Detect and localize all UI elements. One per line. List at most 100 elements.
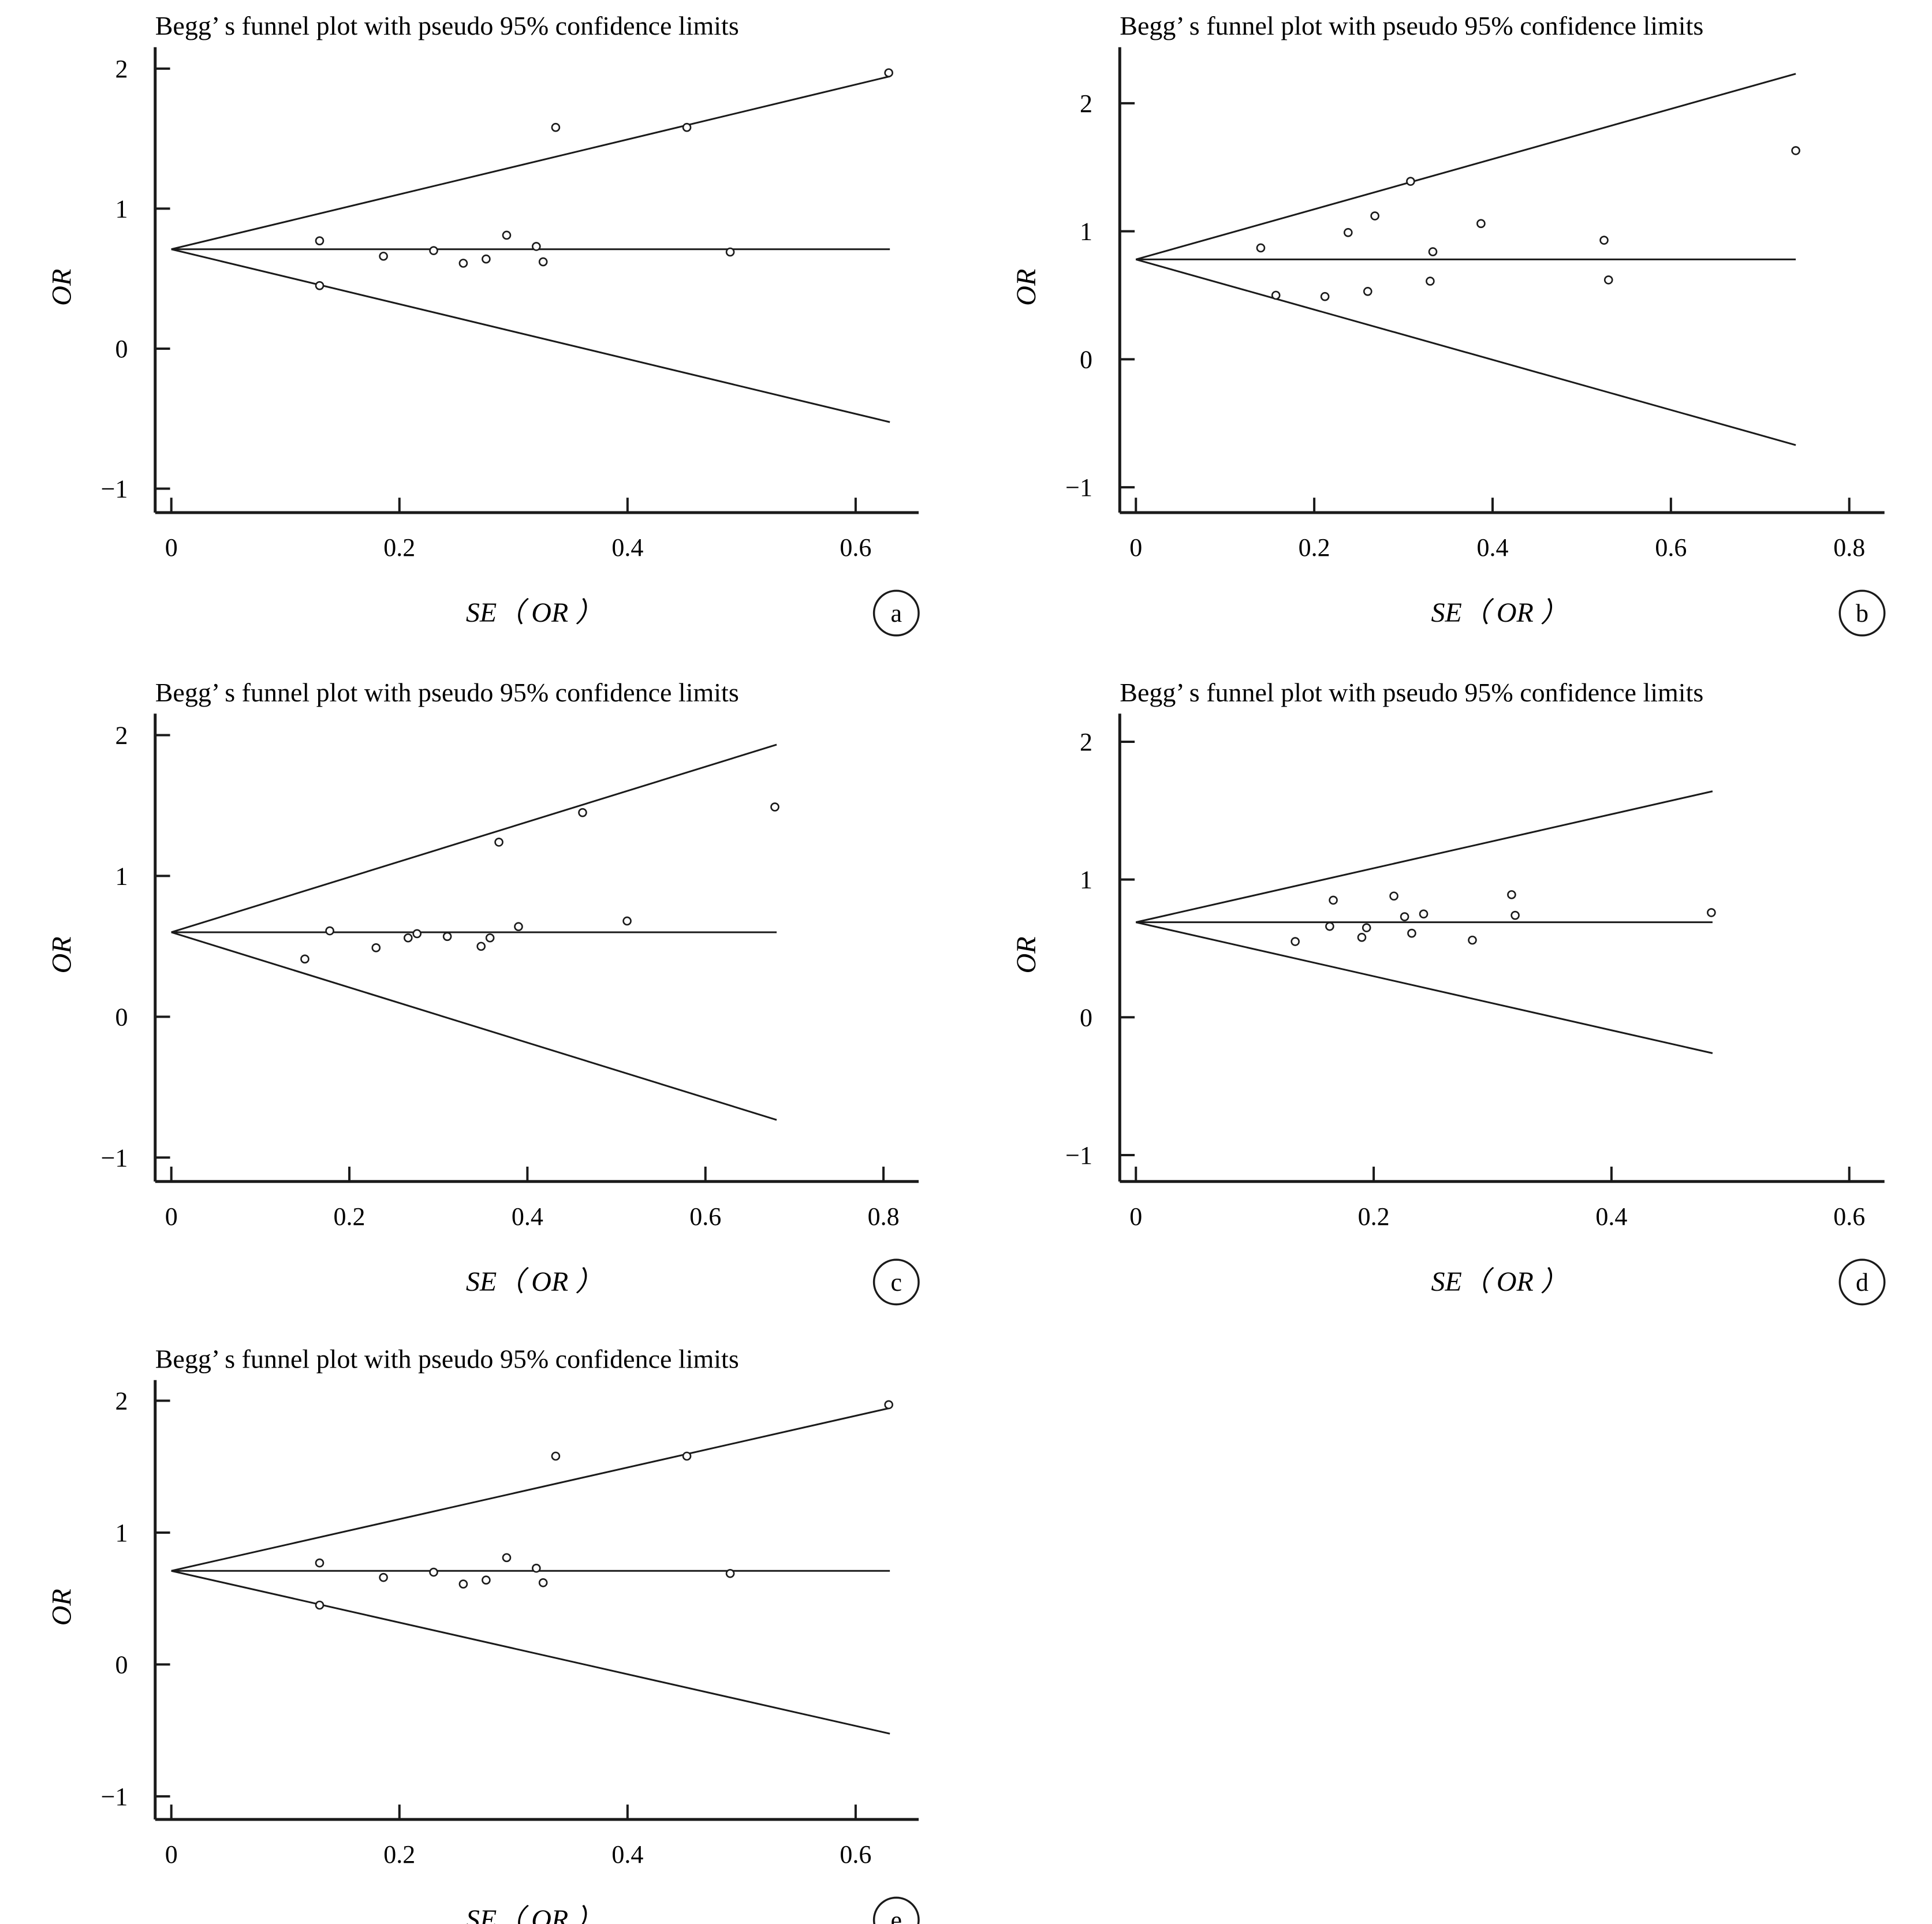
y-tick-label: −1: [101, 1144, 128, 1172]
study-point: [1468, 935, 1477, 945]
study-point: [403, 933, 413, 943]
study-point: [300, 954, 309, 964]
y-tick-label: −1: [101, 475, 128, 503]
lower-confidence-limit-line: [171, 248, 890, 423]
study-point: [1344, 228, 1353, 237]
y-tick-label: −1: [1065, 1141, 1092, 1170]
x-tick-label: 0.4: [512, 1202, 543, 1231]
lower-confidence-limit-line: [1135, 258, 1796, 446]
x-axis-label: SE（ OR ）: [1431, 597, 1568, 628]
study-point: [1406, 177, 1415, 186]
panel-a: Begg’ s funnel plot with pseudo 95% conf…: [47, 11, 920, 637]
chart-title: Begg’ s funnel plot with pseudo 95% conf…: [1120, 11, 1703, 40]
y-axis-label: OR: [47, 1589, 77, 1626]
y-tick-label: 2: [1080, 728, 1092, 756]
study-point: [551, 122, 561, 132]
study-point: [379, 252, 388, 261]
study-point: [538, 257, 548, 267]
study-point: [1389, 891, 1398, 901]
lower-confidence-limit-line: [171, 1570, 890, 1735]
x-axis-label: SE（ OR ）: [466, 597, 603, 628]
y-axis-label: OR: [1011, 269, 1042, 306]
x-tick-label: 0.2: [1358, 1202, 1390, 1231]
study-point: [315, 236, 325, 245]
study-point: [429, 246, 438, 255]
study-point: [412, 929, 422, 939]
x-tick-label: 0.2: [383, 533, 415, 562]
y-tick-label: −1: [1065, 473, 1092, 502]
y-tick-label: 0: [115, 1003, 128, 1031]
study-point: [458, 1579, 468, 1589]
study-point: [1507, 890, 1516, 899]
study-point: [531, 242, 541, 251]
y-tick-label: −1: [101, 1783, 128, 1811]
x-tick-label: 0.4: [1476, 533, 1508, 562]
y-tick-label: 2: [115, 55, 128, 83]
study-point: [379, 1572, 388, 1582]
y-tick-label: 0: [1080, 345, 1092, 373]
panel-letter-circle: [872, 589, 920, 637]
study-point: [1329, 895, 1338, 905]
x-tick-label: 0.6: [840, 1840, 871, 1869]
study-point: [1476, 219, 1486, 229]
study-point: [1707, 908, 1716, 917]
x-tick-label: 0.8: [1833, 533, 1865, 562]
panel-letter-circle: [1838, 1258, 1886, 1306]
study-point: [502, 1553, 512, 1563]
y-tick-label: 2: [1080, 89, 1092, 118]
chart-title: Begg’ s funnel plot with pseudo 95% conf…: [155, 678, 739, 707]
chart-title: Begg’ s funnel plot with pseudo 95% conf…: [155, 1344, 739, 1373]
chart-title: Begg’ s funnel plot with pseudo 95% conf…: [1120, 678, 1703, 707]
panel-c: Begg’ s funnel plot with pseudo 95% conf…: [47, 678, 920, 1306]
study-point: [1357, 933, 1367, 942]
upper-confidence-limit-line: [1135, 73, 1796, 260]
study-point: [1603, 275, 1613, 285]
y-axis-label: OR: [47, 936, 77, 973]
x-tick-label: 0.6: [840, 533, 871, 562]
study-point: [725, 1568, 735, 1578]
upper-confidence-limit-line: [171, 1407, 890, 1572]
panel-letter: a: [891, 599, 902, 627]
x-tick-label: 0.6: [1655, 533, 1687, 562]
x-axis-label: SE（ OR ）: [1431, 1267, 1568, 1297]
upper-confidence-limit-line: [171, 75, 890, 251]
panel-b: Begg’ s funnel plot with pseudo 95% conf…: [1011, 11, 1886, 637]
panel-letter: e: [891, 1906, 902, 1924]
x-tick-label: 0: [1129, 1202, 1142, 1231]
study-point: [682, 1451, 692, 1461]
x-axis-label: SE（ OR ）: [466, 1904, 603, 1924]
x-tick-label: 0.4: [1595, 1202, 1627, 1231]
study-point: [482, 254, 491, 264]
y-tick-label: 1: [115, 1519, 128, 1547]
study-point: [884, 1400, 893, 1410]
study-point: [1325, 921, 1334, 931]
study-point: [315, 1558, 325, 1568]
panel-letter: c: [891, 1268, 902, 1297]
study-point: [494, 838, 503, 847]
study-point: [1510, 910, 1520, 920]
x-tick-label: 0.4: [611, 1840, 643, 1869]
study-point: [1362, 923, 1371, 932]
study-point: [725, 247, 735, 257]
y-tick-label: 0: [1080, 1003, 1092, 1032]
study-point: [1320, 292, 1330, 301]
study-point: [884, 68, 893, 77]
x-tick-label: 0: [165, 533, 178, 562]
x-tick-label: 0.4: [611, 533, 643, 562]
study-point: [442, 932, 452, 942]
x-tick-label: 0: [165, 1840, 178, 1869]
study-point: [485, 933, 495, 943]
y-axis-label: OR: [1011, 936, 1042, 973]
panel-letter-circle: [872, 1258, 920, 1306]
study-point: [429, 1567, 438, 1577]
study-point: [682, 122, 692, 132]
y-tick-label: 0: [115, 335, 128, 363]
study-point: [315, 281, 325, 290]
panel-letter: b: [1856, 599, 1868, 627]
panel-e: Begg’ s funnel plot with pseudo 95% conf…: [47, 1344, 920, 1924]
study-point: [1599, 236, 1609, 245]
study-point: [325, 926, 334, 936]
study-point: [1407, 928, 1416, 938]
panel-d: Begg’ s funnel plot with pseudo 95% conf…: [1011, 678, 1886, 1306]
